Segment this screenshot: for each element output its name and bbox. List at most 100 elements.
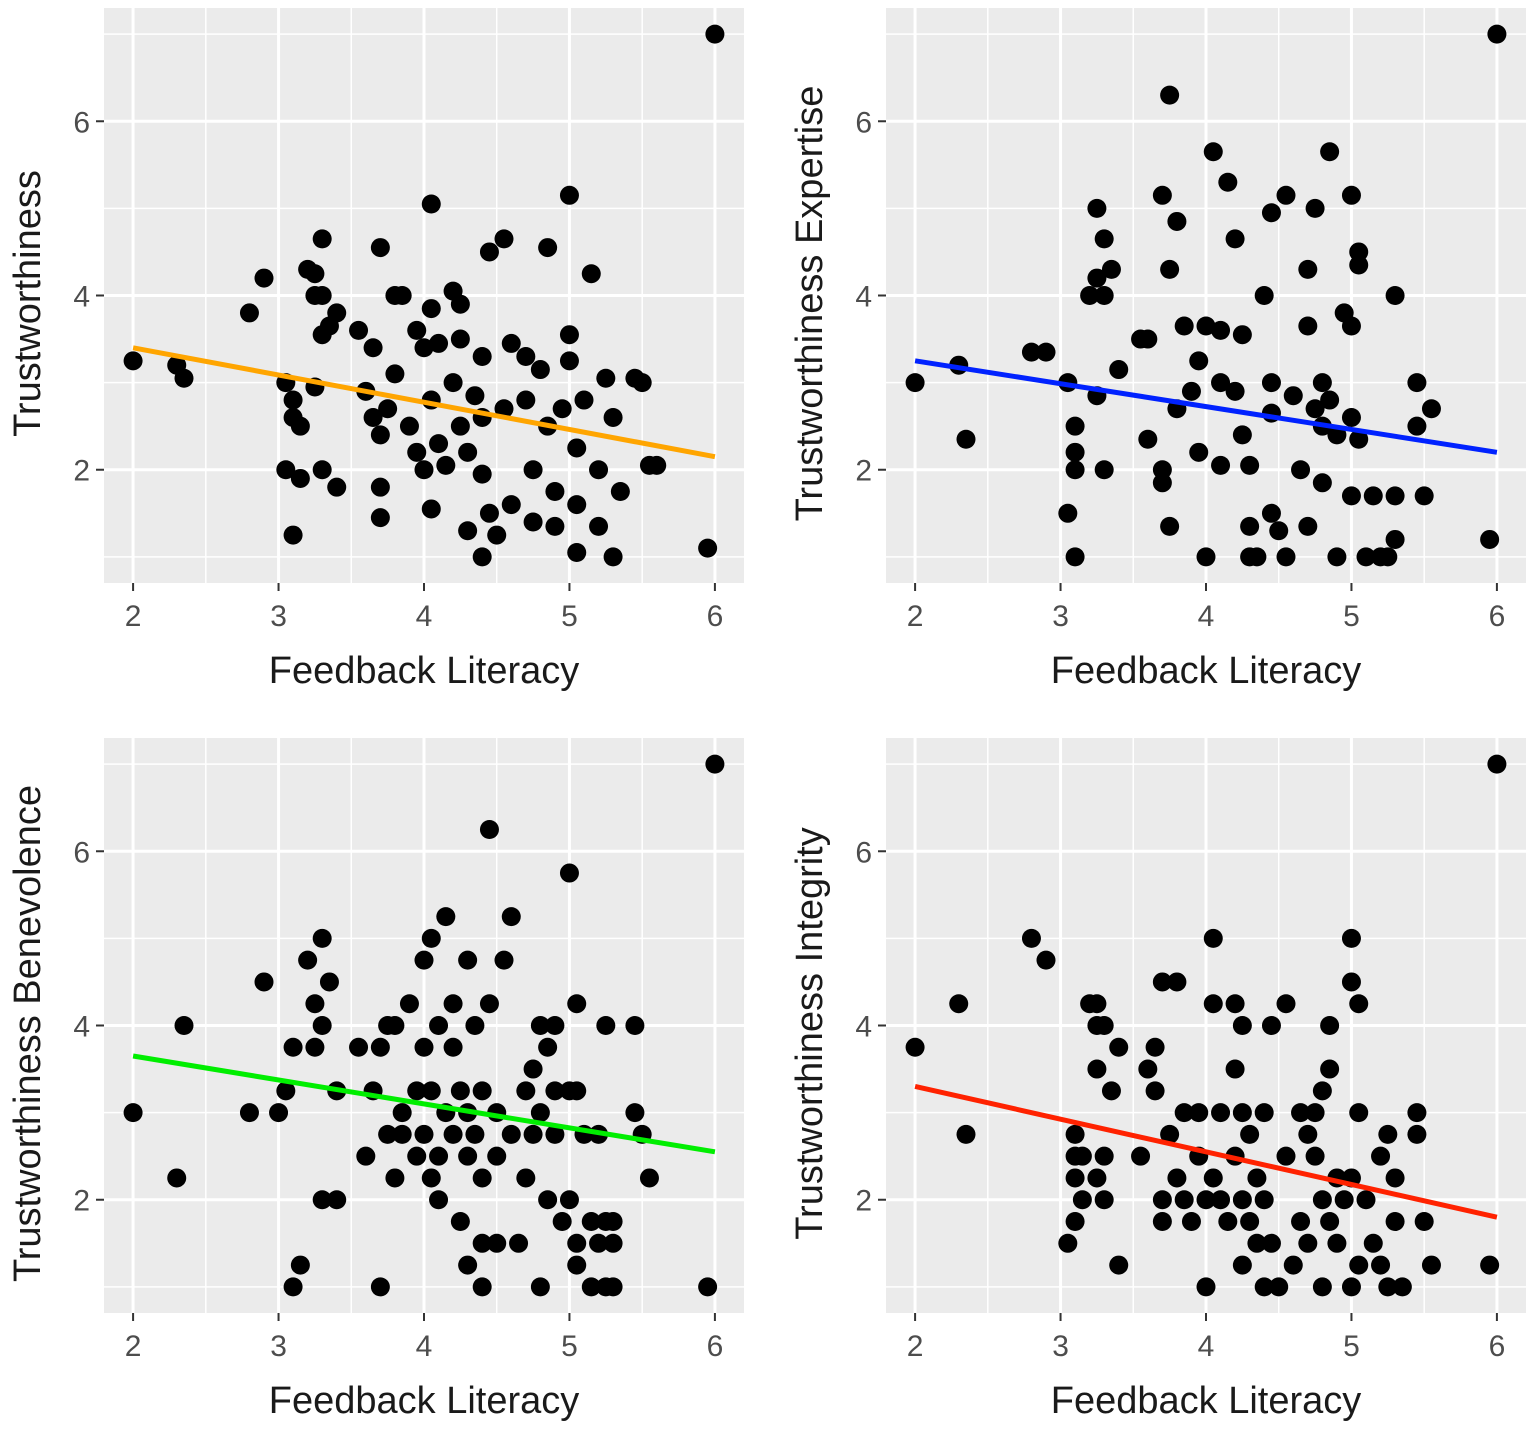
data-point bbox=[1167, 1168, 1187, 1188]
data-point bbox=[1160, 259, 1180, 279]
data-point bbox=[254, 972, 274, 992]
data-point bbox=[1341, 928, 1361, 948]
data-point bbox=[1363, 1233, 1383, 1253]
data-point bbox=[276, 1081, 296, 1101]
data-point bbox=[1298, 516, 1318, 536]
data-point bbox=[421, 928, 441, 948]
data-point bbox=[516, 1081, 536, 1101]
data-point bbox=[283, 525, 303, 545]
data-point bbox=[319, 972, 339, 992]
data-point bbox=[392, 286, 412, 305]
data-point bbox=[545, 516, 565, 536]
x-tick-label: 5 bbox=[1343, 600, 1360, 633]
data-point bbox=[516, 1168, 536, 1188]
data-point bbox=[421, 299, 441, 319]
data-point bbox=[1305, 1103, 1325, 1123]
data-point bbox=[1283, 1255, 1303, 1275]
x-tick-label: 6 bbox=[1489, 1330, 1506, 1363]
data-point bbox=[1291, 460, 1311, 480]
data-point bbox=[567, 1233, 587, 1253]
x-tick-label: 6 bbox=[707, 600, 724, 633]
data-point bbox=[1487, 24, 1507, 44]
data-point bbox=[523, 1059, 543, 1079]
data-point bbox=[1232, 1190, 1252, 1210]
data-point bbox=[1414, 1212, 1434, 1232]
data-point bbox=[603, 1212, 623, 1232]
data-point bbox=[472, 346, 492, 366]
data-point bbox=[1109, 360, 1129, 380]
data-point bbox=[312, 229, 332, 249]
data-point bbox=[1298, 1124, 1318, 1144]
data-point bbox=[581, 1212, 601, 1232]
data-point bbox=[632, 373, 652, 393]
data-point bbox=[290, 468, 310, 488]
data-point bbox=[1385, 1212, 1405, 1232]
data-point bbox=[1407, 1124, 1427, 1144]
data-point bbox=[290, 1255, 310, 1275]
data-points bbox=[905, 24, 1507, 567]
data-point bbox=[239, 303, 259, 323]
data-point bbox=[1203, 142, 1223, 162]
x-tick-label: 4 bbox=[416, 1330, 433, 1363]
data-point bbox=[327, 1190, 347, 1210]
data-point bbox=[1211, 373, 1231, 393]
data-point bbox=[370, 238, 390, 258]
data-point bbox=[1174, 1103, 1194, 1123]
x-tick-label: 6 bbox=[707, 1330, 724, 1363]
data-point bbox=[443, 1037, 463, 1057]
data-point bbox=[1378, 547, 1398, 567]
data-point bbox=[450, 416, 470, 436]
data-point bbox=[1254, 286, 1274, 305]
data-point bbox=[312, 286, 332, 305]
data-point bbox=[1291, 1103, 1311, 1123]
data-point bbox=[392, 1124, 412, 1144]
data-point bbox=[1058, 1233, 1078, 1253]
data-point bbox=[625, 1103, 645, 1123]
data-point bbox=[429, 1146, 449, 1166]
y-axis-title: Trustworthiness Expertise bbox=[789, 86, 831, 522]
data-point bbox=[1211, 455, 1231, 475]
data-point bbox=[174, 1016, 194, 1035]
data-point bbox=[639, 1168, 659, 1188]
data-point bbox=[1480, 1255, 1500, 1275]
data-point bbox=[443, 994, 463, 1014]
y-axis-title: Trustworthiness Benevolence bbox=[7, 785, 49, 1282]
y-tick-label: 6 bbox=[73, 106, 90, 139]
data-point bbox=[956, 429, 976, 449]
panel-integrity: 2 3 4 5 6 2 4 6 Feedback Literacy Trustworthin… bbox=[789, 738, 1526, 1422]
data-point bbox=[1349, 1103, 1369, 1123]
data-point bbox=[1094, 229, 1114, 249]
data-point bbox=[370, 508, 390, 528]
data-point bbox=[399, 994, 419, 1014]
data-point bbox=[625, 1016, 645, 1035]
data-point bbox=[905, 373, 925, 393]
data-point bbox=[1174, 1190, 1194, 1210]
data-point bbox=[1349, 1255, 1369, 1275]
data-point bbox=[1152, 1212, 1172, 1232]
data-point bbox=[385, 1016, 405, 1035]
data-point bbox=[596, 368, 616, 388]
data-point bbox=[530, 1016, 550, 1035]
data-point bbox=[1261, 373, 1281, 393]
data-point bbox=[1261, 1233, 1281, 1253]
x-tick-label: 6 bbox=[1489, 600, 1506, 633]
data-point bbox=[1254, 1190, 1274, 1210]
panel-benevolence: 2 3 4 5 6 2 4 6 Feedback Literacy Trustworthin… bbox=[7, 738, 744, 1422]
data-point bbox=[1327, 1233, 1347, 1253]
data-point bbox=[509, 1233, 529, 1253]
data-point bbox=[1087, 198, 1107, 218]
data-point bbox=[414, 460, 434, 480]
data-point bbox=[1240, 516, 1260, 536]
data-point bbox=[1211, 1190, 1231, 1210]
data-point bbox=[458, 1146, 478, 1166]
data-point bbox=[1363, 486, 1383, 506]
data-point bbox=[610, 482, 630, 502]
x-axis-title: Feedback Literacy bbox=[1051, 650, 1362, 692]
data-point bbox=[1298, 316, 1318, 336]
data-point bbox=[327, 303, 347, 323]
data-point bbox=[530, 360, 550, 380]
data-point bbox=[305, 264, 325, 284]
y-tick-label: 4 bbox=[73, 281, 90, 314]
data-point bbox=[1254, 1277, 1274, 1297]
data-point bbox=[1225, 1059, 1245, 1079]
